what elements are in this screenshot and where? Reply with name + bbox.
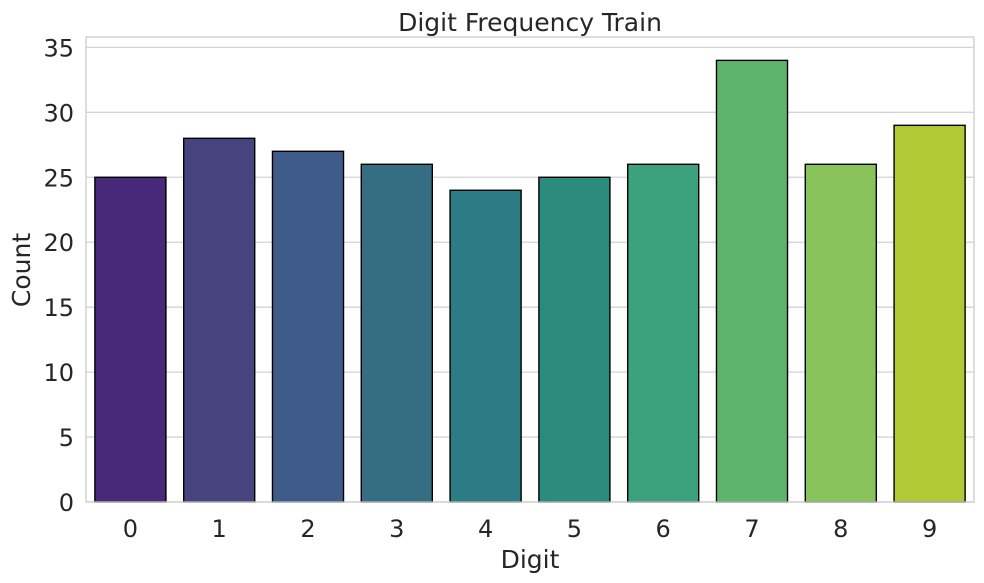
y-tick-label: 25 (43, 164, 74, 192)
x-tick-label: 4 (478, 515, 493, 543)
x-tick-label: 2 (300, 515, 315, 543)
x-tick-label: 6 (656, 515, 671, 543)
bar-digit-5 (538, 176, 611, 503)
x-tick-labels: 0 1 2 3 4 5 6 7 8 9 (123, 515, 937, 543)
x-tick-label: 3 (389, 515, 404, 543)
chart-title: Digit Frequency Train (398, 8, 662, 37)
y-tick-label: 35 (43, 34, 74, 62)
y-tick-label: 0 (59, 489, 74, 517)
x-tick-label: 9 (922, 515, 937, 543)
y-tick-label: 15 (43, 294, 74, 322)
y-tick-label: 5 (59, 424, 74, 452)
y-tick-label: 20 (43, 229, 74, 257)
bar-digit-0 (94, 176, 167, 503)
bar-digit-9 (893, 124, 966, 503)
y-tick-label: 30 (43, 99, 74, 127)
bar-digit-1 (182, 137, 256, 503)
y-tick-labels: 0 5 10 15 20 25 30 35 (43, 34, 74, 517)
x-tick-label: 5 (567, 515, 582, 543)
plot-frame (85, 36, 975, 503)
x-axis-label: Digit (501, 545, 560, 574)
bar-digit-8 (804, 163, 878, 503)
bar-digit-3 (360, 163, 434, 503)
y-axis-label: Count (7, 233, 36, 307)
bar-digit-6 (626, 163, 700, 503)
x-tick-label: 1 (212, 515, 227, 543)
y-tick-label: 10 (43, 359, 74, 387)
bar-digit-4 (449, 189, 522, 503)
bars (94, 59, 966, 503)
x-tick-label: 7 (744, 515, 759, 543)
bar-digit-7 (715, 59, 789, 503)
bar-digit-2 (271, 150, 345, 503)
x-tick-label: 8 (833, 515, 848, 543)
x-tick-label: 0 (123, 515, 138, 543)
